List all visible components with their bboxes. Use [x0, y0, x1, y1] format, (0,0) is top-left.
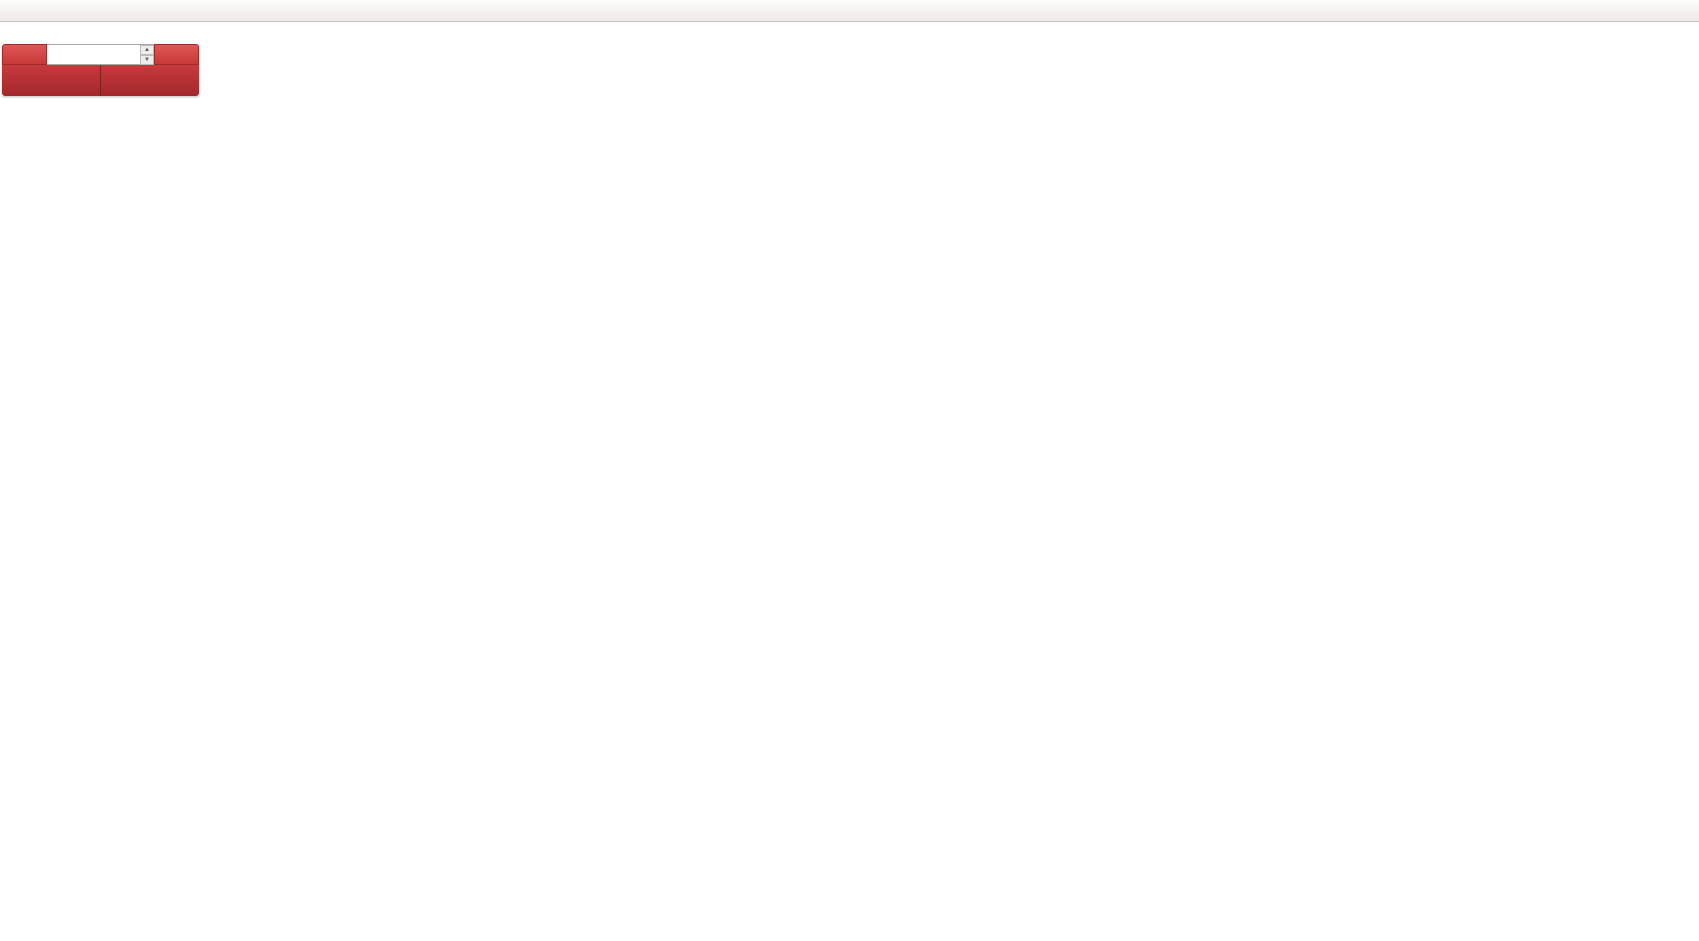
- macd-label: [6, 556, 15, 568]
- buy-button[interactable]: [154, 44, 199, 65]
- volume-down-button[interactable]: ▼: [140, 55, 154, 65]
- volume-up-button[interactable]: ▲: [140, 45, 154, 55]
- toolbar: [0, 0, 1699, 22]
- sell-button[interactable]: [2, 44, 47, 65]
- volume-input[interactable]: [47, 45, 140, 64]
- volume-field: ▲ ▼: [47, 44, 154, 65]
- volume-stepper: ▲ ▼: [140, 45, 154, 65]
- buy-price[interactable]: [101, 65, 199, 96]
- sell-price[interactable]: [2, 65, 101, 96]
- rsi-label: [6, 699, 11, 711]
- chart-ohlc-header: [8, 26, 43, 40]
- one-click-trading-panel: ▲ ▼: [2, 44, 199, 96]
